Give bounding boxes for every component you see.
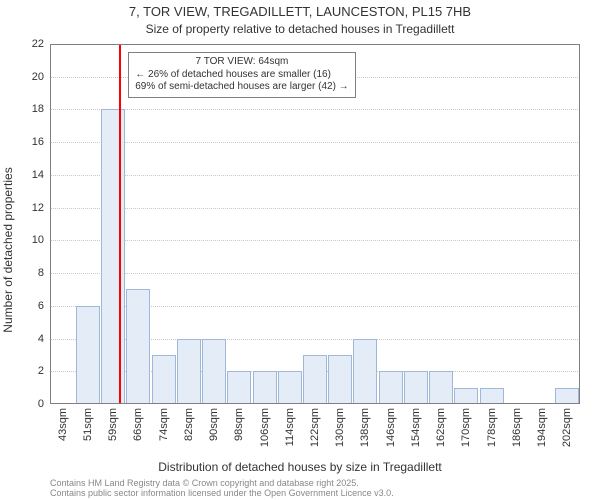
y-tick-label: 16 [32, 136, 44, 148]
x-tick-label: 98sqm [233, 408, 245, 441]
annotation-box: 7 TOR VIEW: 64sqm← 26% of detached house… [128, 52, 355, 98]
y-tick-label: 0 [38, 398, 44, 410]
histogram-bar [202, 339, 226, 404]
y-axis-label: Number of detached properties [1, 167, 15, 332]
y-tick-label: 14 [32, 169, 44, 181]
x-tick-label: 122sqm [309, 408, 321, 447]
x-tick-label: 59sqm [107, 408, 119, 441]
x-tick-label: 90sqm [208, 408, 220, 441]
x-tick-label: 74sqm [158, 408, 170, 441]
annotation-line: ← 26% of detached houses are smaller (16… [135, 69, 348, 82]
x-tick-label: 138sqm [359, 408, 371, 447]
x-tick-label: 82sqm [183, 408, 195, 441]
x-axis-label: Distribution of detached houses by size … [0, 460, 600, 474]
histogram-bar [177, 339, 201, 404]
histogram-bar [101, 109, 125, 404]
x-tick-label: 162sqm [435, 408, 447, 447]
y-tick-label: 2 [38, 365, 44, 377]
x-tick-label: 130sqm [334, 408, 346, 447]
y-tick-label: 20 [32, 71, 44, 83]
x-tick-label: 170sqm [460, 408, 472, 447]
x-tick-label: 66sqm [132, 408, 144, 441]
x-tick-label: 154sqm [410, 408, 422, 447]
y-tick-label: 10 [32, 234, 44, 246]
histogram-bar [379, 371, 403, 404]
histogram-bar [328, 355, 352, 404]
chart-title-line2: Size of property relative to detached ho… [0, 22, 600, 36]
x-tick-label: 43sqm [57, 408, 69, 441]
histogram-bar [555, 388, 579, 404]
chart-title-line1: 7, TOR VIEW, TREGADILLETT, LAUNCESTON, P… [0, 4, 600, 19]
footer-line2: Contains public sector information licen… [50, 488, 394, 498]
histogram-bar [480, 388, 504, 404]
x-tick-label: 106sqm [259, 408, 271, 447]
y-tick-label: 12 [32, 202, 44, 214]
x-tick-label: 202sqm [561, 408, 573, 447]
footer-attribution: Contains HM Land Registry data © Crown c… [50, 478, 394, 498]
histogram-bar [126, 289, 150, 404]
histogram-bar [253, 371, 277, 404]
histogram-bar [76, 306, 100, 404]
annotation-line: 69% of semi-detached houses are larger (… [135, 81, 348, 94]
histogram-bar [152, 355, 176, 404]
chart-container: 7, TOR VIEW, TREGADILLETT, LAUNCESTON, P… [0, 0, 600, 500]
histogram-bar [454, 388, 478, 404]
gridline [50, 142, 580, 143]
histogram-bar [429, 371, 453, 404]
x-tick-label: 178sqm [486, 408, 498, 447]
x-tick-label: 186sqm [511, 408, 523, 447]
x-tick-label: 114sqm [284, 408, 296, 446]
annotation-line: 7 TOR VIEW: 64sqm [135, 56, 348, 69]
y-tick-label: 18 [32, 103, 44, 115]
subject-marker-line [119, 44, 121, 404]
gridline [50, 175, 580, 176]
histogram-bar [227, 371, 251, 404]
plot-area: 024681012141618202243sqm51sqm59sqm66sqm7… [50, 44, 580, 404]
footer-line1: Contains HM Land Registry data © Crown c… [50, 478, 394, 488]
histogram-bar [303, 355, 327, 404]
histogram-bar [353, 339, 377, 404]
y-tick-label: 6 [38, 300, 44, 312]
y-tick-label: 4 [38, 333, 44, 345]
x-tick-label: 51sqm [82, 408, 94, 441]
y-tick-label: 8 [38, 267, 44, 279]
gridline [50, 208, 580, 209]
x-tick-label: 194sqm [536, 408, 548, 447]
histogram-bar [404, 371, 428, 404]
gridline [50, 240, 580, 241]
x-tick-label: 146sqm [385, 408, 397, 447]
gridline [50, 109, 580, 110]
histogram-bar [278, 371, 302, 404]
y-tick-label: 22 [32, 38, 44, 50]
gridline [50, 273, 580, 274]
